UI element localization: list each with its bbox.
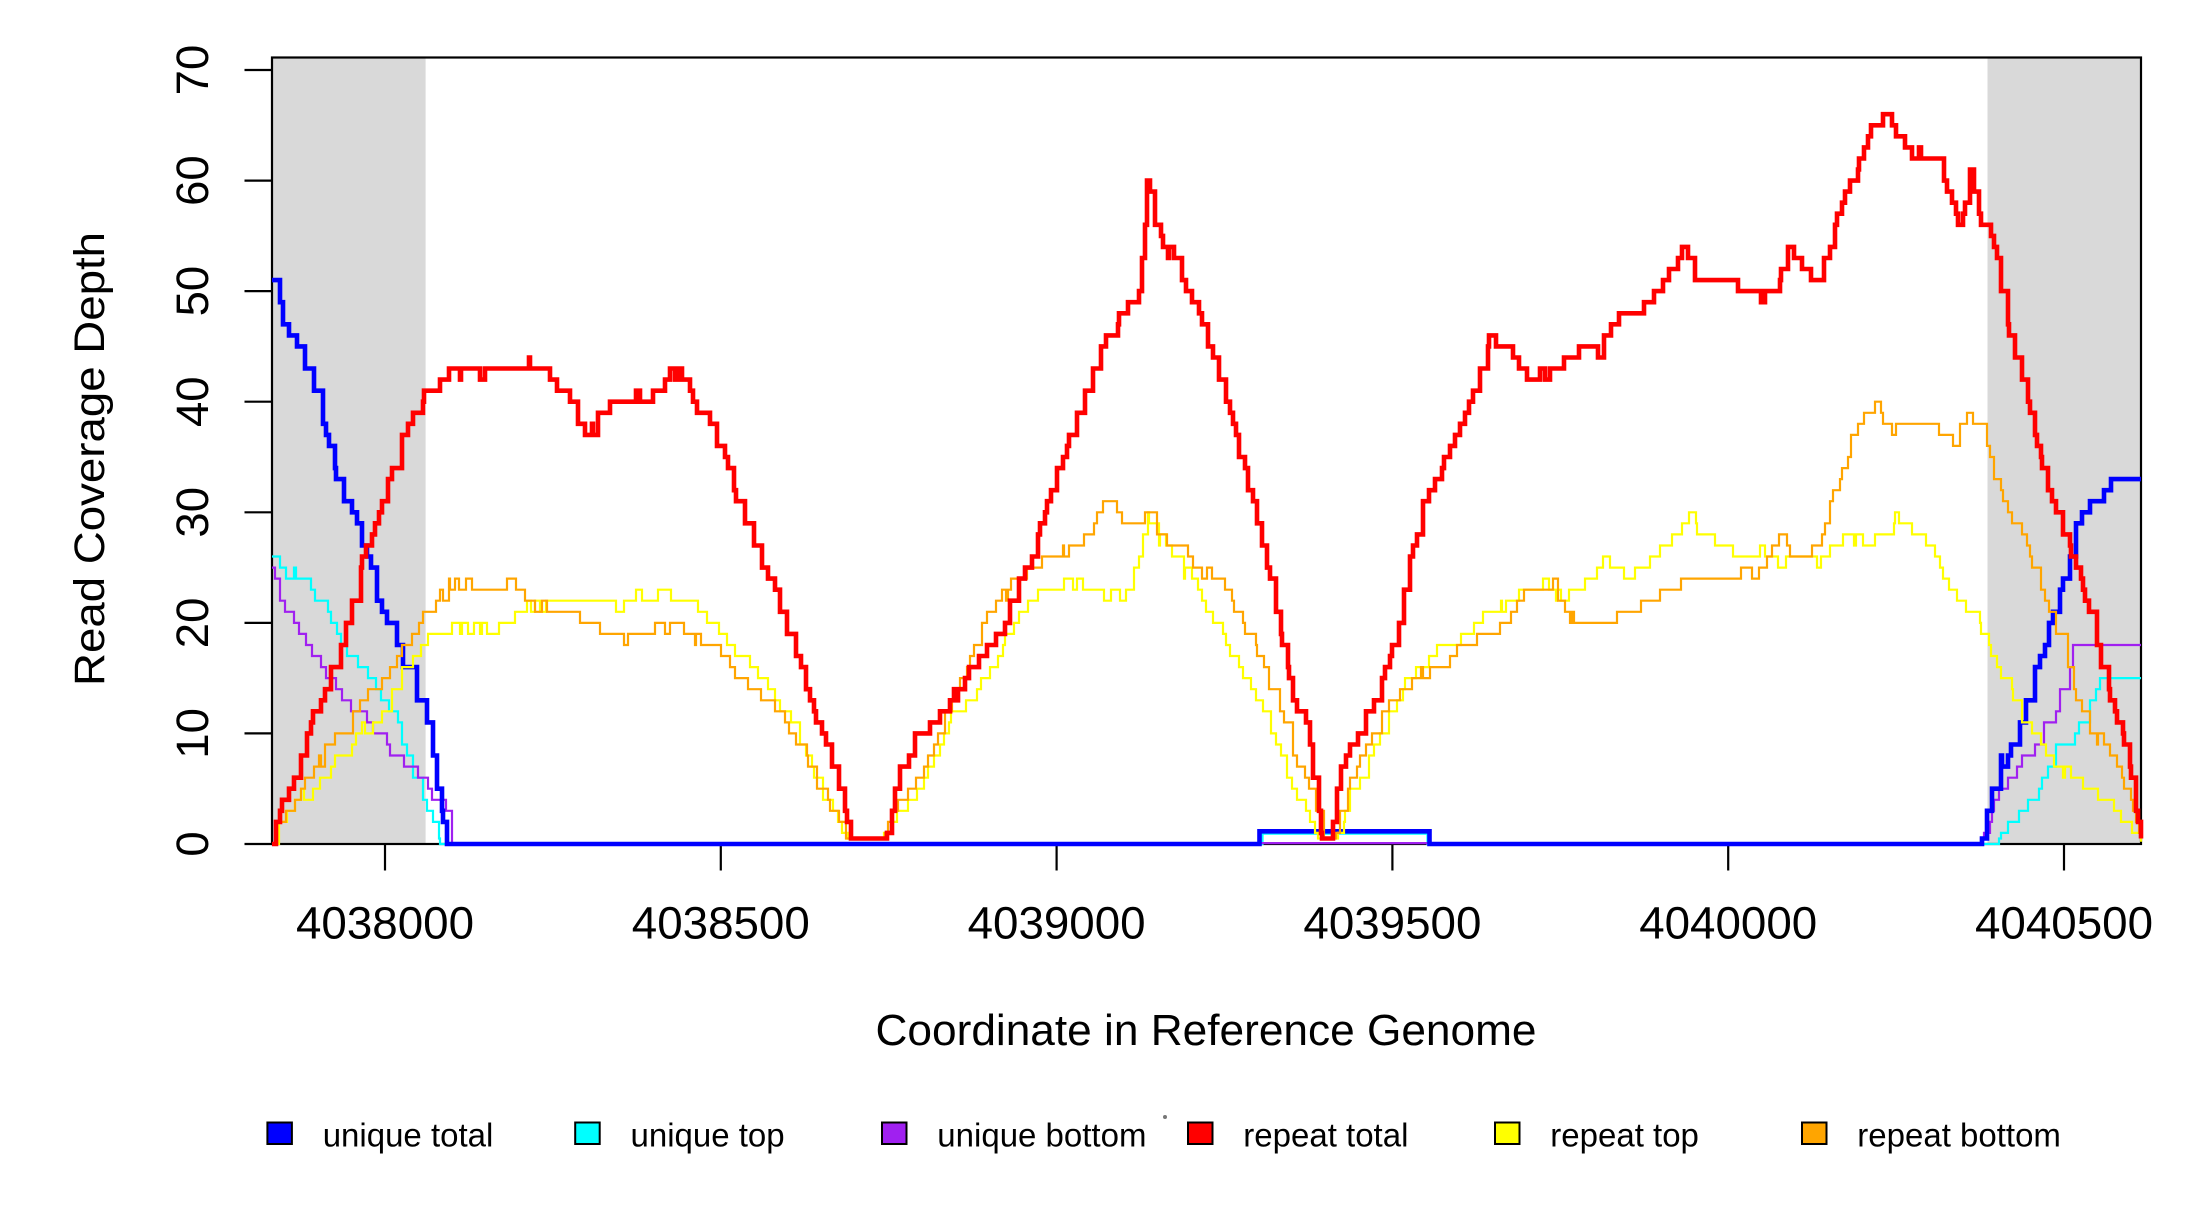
svg-text:4039000: 4039000 <box>968 898 1146 949</box>
svg-text:repeat bottom: repeat bottom <box>1857 1117 2061 1154</box>
svg-text:unique total: unique total <box>323 1117 494 1154</box>
svg-text:unique top: unique top <box>631 1117 785 1154</box>
svg-text:60: 60 <box>167 155 218 206</box>
svg-text:50: 50 <box>167 266 218 317</box>
svg-text:30: 30 <box>167 487 218 538</box>
svg-text:repeat top: repeat top <box>1550 1117 1699 1154</box>
svg-text:Coordinate in Reference Genome: Coordinate in Reference Genome <box>876 1006 1537 1055</box>
svg-text:Read Coverage Depth: Read Coverage Depth <box>66 232 114 686</box>
svg-text:4040000: 4040000 <box>1639 898 1817 949</box>
svg-text:40: 40 <box>167 376 218 427</box>
svg-text:unique bottom: unique bottom <box>937 1117 1146 1154</box>
svg-text:4039500: 4039500 <box>1303 898 1481 949</box>
svg-text:4038500: 4038500 <box>632 898 810 949</box>
svg-text:4040500: 4040500 <box>1975 898 2153 949</box>
svg-text:0: 0 <box>167 831 218 856</box>
svg-text:4038000: 4038000 <box>296 898 474 949</box>
svg-text:70: 70 <box>167 45 218 96</box>
svg-text:20: 20 <box>167 598 218 649</box>
svg-text:repeat total: repeat total <box>1243 1117 1408 1154</box>
svg-text:10: 10 <box>167 708 218 759</box>
